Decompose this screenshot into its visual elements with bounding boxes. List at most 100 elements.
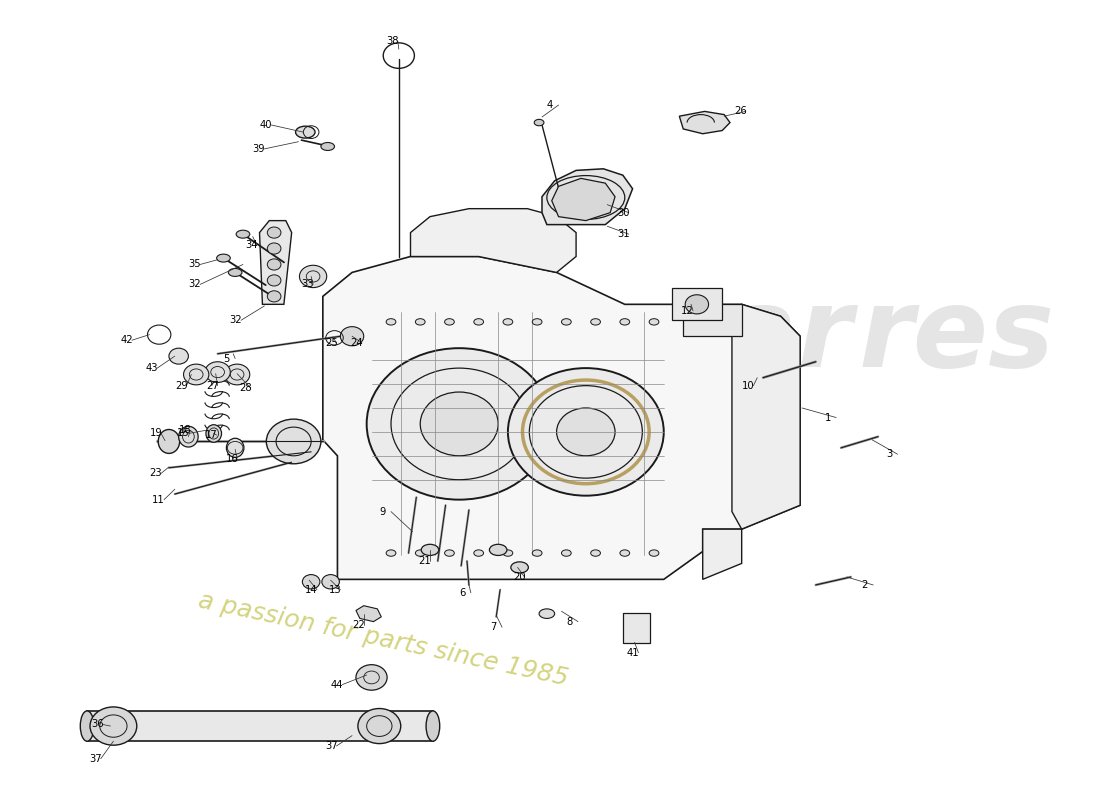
Ellipse shape	[503, 318, 513, 325]
Ellipse shape	[561, 550, 571, 556]
Text: 32: 32	[229, 315, 242, 326]
Text: 19: 19	[150, 429, 162, 438]
Text: 13: 13	[329, 585, 341, 594]
Text: 15: 15	[177, 429, 189, 438]
Text: 24: 24	[350, 338, 363, 347]
Polygon shape	[732, 304, 800, 529]
Text: 37: 37	[89, 754, 101, 764]
Circle shape	[266, 419, 321, 464]
Circle shape	[184, 364, 209, 385]
Ellipse shape	[532, 318, 542, 325]
Text: 27: 27	[206, 381, 219, 390]
Circle shape	[90, 707, 136, 745]
Ellipse shape	[296, 126, 315, 138]
Text: 22: 22	[352, 620, 365, 630]
Circle shape	[267, 227, 280, 238]
Circle shape	[267, 290, 280, 302]
Text: 2: 2	[861, 580, 868, 590]
Text: 33: 33	[301, 279, 314, 290]
Polygon shape	[680, 111, 730, 134]
Text: 32: 32	[188, 279, 201, 290]
Ellipse shape	[416, 318, 425, 325]
Ellipse shape	[217, 254, 230, 262]
Ellipse shape	[80, 711, 94, 742]
Text: 7: 7	[491, 622, 497, 632]
Ellipse shape	[535, 119, 543, 126]
Text: 12: 12	[681, 306, 694, 316]
Ellipse shape	[649, 550, 659, 556]
Text: 1: 1	[825, 413, 830, 422]
Ellipse shape	[386, 550, 396, 556]
Text: 43: 43	[145, 363, 158, 373]
Text: 36: 36	[91, 719, 103, 730]
Circle shape	[205, 362, 230, 382]
Text: 14: 14	[306, 585, 318, 594]
Circle shape	[356, 665, 387, 690]
Text: 34: 34	[245, 239, 257, 250]
Ellipse shape	[321, 142, 334, 150]
Ellipse shape	[561, 318, 571, 325]
Circle shape	[366, 348, 552, 500]
Text: a passion for parts since 1985: a passion for parts since 1985	[196, 588, 571, 690]
Polygon shape	[683, 304, 741, 336]
Polygon shape	[322, 257, 800, 579]
Text: 37: 37	[324, 741, 338, 751]
Text: 40: 40	[260, 120, 272, 130]
Ellipse shape	[490, 544, 507, 555]
Ellipse shape	[416, 550, 425, 556]
Text: 17: 17	[205, 430, 218, 440]
Circle shape	[267, 275, 280, 286]
Circle shape	[685, 294, 708, 314]
Ellipse shape	[474, 550, 484, 556]
Ellipse shape	[503, 550, 513, 556]
Text: 41: 41	[627, 648, 639, 658]
Ellipse shape	[591, 550, 601, 556]
Text: 4: 4	[547, 100, 553, 110]
Text: 28: 28	[239, 383, 252, 393]
Ellipse shape	[539, 609, 554, 618]
Circle shape	[224, 364, 250, 385]
Text: 6: 6	[459, 588, 465, 598]
Text: 18: 18	[178, 426, 191, 435]
Ellipse shape	[229, 269, 242, 277]
Ellipse shape	[158, 430, 179, 454]
Circle shape	[358, 709, 400, 744]
Text: 26: 26	[734, 106, 747, 117]
Bar	[623, 613, 650, 643]
Text: 21: 21	[418, 556, 431, 566]
Circle shape	[302, 574, 320, 589]
Polygon shape	[703, 529, 741, 579]
Text: 38: 38	[386, 36, 398, 46]
Circle shape	[169, 348, 188, 364]
Text: 42: 42	[120, 335, 133, 346]
Ellipse shape	[620, 318, 629, 325]
Text: res: res	[859, 282, 1055, 390]
Polygon shape	[410, 209, 576, 273]
Circle shape	[340, 326, 364, 346]
Text: 3: 3	[886, 450, 892, 459]
Ellipse shape	[426, 711, 440, 742]
Circle shape	[557, 408, 615, 456]
Text: eurocar: eurocar	[372, 282, 852, 390]
Text: 39: 39	[253, 144, 265, 154]
Circle shape	[420, 392, 498, 456]
Ellipse shape	[178, 426, 198, 447]
Ellipse shape	[386, 318, 396, 325]
Ellipse shape	[474, 318, 484, 325]
Circle shape	[322, 574, 340, 589]
Ellipse shape	[532, 550, 542, 556]
Polygon shape	[552, 178, 615, 221]
Text: 25: 25	[324, 338, 338, 347]
Text: 20: 20	[513, 572, 526, 582]
Circle shape	[267, 259, 280, 270]
Ellipse shape	[421, 544, 439, 555]
Bar	[87, 711, 433, 742]
Ellipse shape	[649, 318, 659, 325]
Ellipse shape	[444, 550, 454, 556]
Ellipse shape	[206, 425, 221, 442]
Text: 5: 5	[223, 354, 230, 363]
Text: 44: 44	[331, 680, 343, 690]
Text: 31: 31	[617, 229, 629, 239]
Ellipse shape	[510, 562, 528, 573]
Text: 30: 30	[617, 208, 629, 218]
